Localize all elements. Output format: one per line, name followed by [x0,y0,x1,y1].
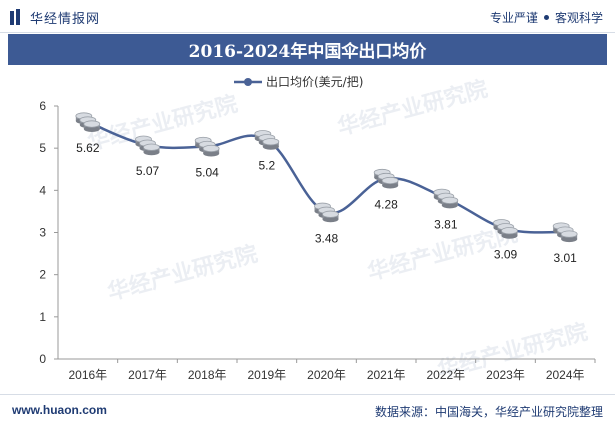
x-tick-label: 2024年 [546,368,585,382]
tagline-right: 客观科学 [554,11,603,25]
logo-icon [10,9,20,25]
y-axis-ticks: 0 1 2 3 4 5 6 [39,99,58,366]
data-label: 3.48 [315,231,339,245]
coin-top [560,230,578,238]
y-tick-label: 1 [39,310,46,324]
footer: www.huaon.com 数据来源：中国海关，华经产业研究院整理 [0,394,615,427]
coin-bottom [501,232,518,239]
coin-stack-marker [135,135,160,156]
data-label: 4.28 [374,198,398,212]
coin-top [83,120,101,128]
coin-stack-marker [194,136,220,157]
coin-stack-marker [433,188,459,209]
coin-top [441,196,459,204]
data-labels: 5.62 5.07 5.04 5.2 3.48 4.28 3.81 3.09 3.01 [76,141,577,265]
x-tick-label: 2016年 [68,368,107,382]
tagline: 专业严谨 客观科学 [490,9,603,26]
x-tick-label: 2019年 [247,368,286,382]
data-source: 数据来源：中国海关，华经产业研究院整理 [374,405,603,419]
data-label: 3.09 [494,248,518,262]
coin-stack-marker [493,219,518,239]
x-tick-label: 2021年 [367,368,406,382]
top-bar: 华经情报网 专业严谨 客观科学 [0,0,615,33]
x-axis-ticks: 2016年 2017年 2018年 2019年 2020年 2021年 2022年 2023年… [68,359,596,382]
brand-logo[interactable]: 华经情报网 [10,8,100,26]
coin-bottom [382,182,399,189]
coin-top [501,227,518,235]
coin-stack-marker [314,202,339,223]
coin-top [202,144,220,153]
x-tick-label: 2022年 [426,368,465,382]
y-tick-label: 6 [39,99,46,113]
tagline-left: 专业严谨 [489,11,538,25]
y-tick-label: 4 [39,183,46,197]
coin-top [322,210,339,218]
y-tick-label: 2 [39,268,46,282]
x-tick-label: 2023年 [486,368,525,382]
coin-top [381,176,399,185]
coin-bottom [262,143,279,150]
data-label: 5.2 [258,159,275,173]
data-label: 3.01 [553,251,577,265]
coin-bottom [203,150,220,157]
x-tick-label: 2017年 [128,368,167,382]
coin-stack-marker [254,130,280,150]
separator-dot [543,15,549,20]
coin-bottom [83,126,100,133]
data-label: 5.07 [136,164,160,178]
coin-stack-marker [75,112,101,133]
coin-stack-marker [373,168,399,189]
x-tick-label: 2018年 [188,368,227,382]
chart-title: 2016-2024年中国伞出口均价 [8,34,607,65]
watermark-text: 华经产业研究院 [105,241,260,306]
legend-marker [244,78,252,86]
coin-bottom [322,216,339,223]
data-markers [75,112,578,243]
y-tick-label: 3 [39,226,46,240]
coin-top [143,143,160,151]
legend[interactable]: 出口均价(美元/把) [234,75,363,89]
data-label: 5.62 [76,141,100,155]
legend-label: 出口均价(美元/把) [266,75,363,89]
data-label: 5.04 [195,165,219,179]
coin-bottom [441,202,458,209]
coin-bottom [561,236,578,243]
coin-stack-marker [552,222,578,243]
data-label: 3.81 [434,217,458,231]
site-link[interactable]: www.huaon.com [12,403,107,417]
x-tick-label: 2020年 [307,368,346,382]
y-tick-label: 0 [39,352,46,366]
brand-name: 华经情报网 [30,10,101,26]
coin-top [262,138,280,146]
coin-bottom [143,149,160,156]
y-tick-label: 5 [39,141,46,155]
